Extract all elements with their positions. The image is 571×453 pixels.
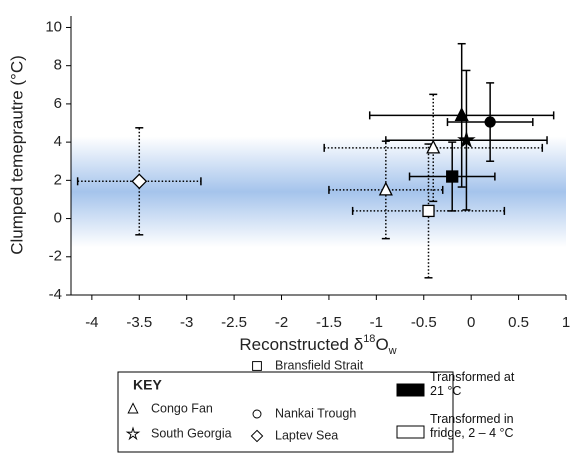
- point: [457, 130, 476, 149]
- x-tick-label: 1: [562, 314, 570, 331]
- legend-marker: [127, 402, 139, 414]
- x-tick-label: -2: [275, 314, 288, 331]
- legend-label: Transformed at 21 °C: [430, 370, 515, 398]
- x-label-text: Reconstructed δ: [239, 335, 363, 354]
- legend-marker: [252, 361, 262, 371]
- legend-label: Bransfield Strait: [275, 358, 364, 372]
- legend-label: Nankai Trough: [275, 406, 356, 420]
- x-tick-label: -2.5: [221, 314, 247, 331]
- x-tick-label: -3: [180, 314, 193, 331]
- x-axis-label: Reconstructed δ18Ow: [239, 333, 396, 357]
- y-tick-label: -4: [49, 286, 62, 303]
- x-tick-label: 0: [467, 314, 475, 331]
- x-label-text: O: [375, 335, 388, 354]
- x-tick-label: 0.5: [508, 314, 529, 331]
- x-tick-label: -1.5: [316, 314, 342, 331]
- point: [454, 106, 469, 122]
- legend-marker: [252, 409, 262, 419]
- y-tick-label: 2: [54, 171, 62, 188]
- point: [484, 116, 496, 128]
- y-axis-label: Clumped temeprautre (°C): [7, 55, 26, 255]
- legend-marker: [125, 426, 141, 441]
- point: [378, 181, 393, 196]
- y-tick-label: 0: [54, 210, 62, 227]
- point: [131, 173, 148, 190]
- legend-label: Transformed in fridge, 2 – 4 °C: [430, 412, 514, 440]
- x-label-sub: w: [388, 345, 397, 357]
- key-title: KEY: [133, 377, 162, 393]
- x-tick-label: -3.5: [126, 314, 152, 331]
- y-tick-label: -2: [49, 248, 62, 265]
- x-tick-label: -1: [370, 314, 383, 331]
- point: [426, 139, 441, 154]
- point: [422, 204, 435, 218]
- legend-swatch: [396, 425, 425, 439]
- legend-label-box: Transformed in fridge, 2 – 4 °C: [430, 412, 514, 440]
- x-tick-label: -0.5: [411, 314, 437, 331]
- legend-swatch: [396, 383, 425, 397]
- reference-band: [71, 136, 566, 248]
- legend-label: Laptev Sea: [275, 428, 338, 442]
- legend-label: Congo Fan: [151, 401, 213, 415]
- x-label-sup: 18: [363, 333, 375, 345]
- y-tick-label: 8: [54, 57, 62, 74]
- y-tick-label: 4: [54, 133, 62, 150]
- point: [446, 170, 459, 183]
- legend-label-box: Transformed at 21 °C: [430, 370, 515, 398]
- legend-label: South Georgia: [151, 426, 232, 440]
- y-tick-label: 6: [54, 95, 62, 112]
- legend-marker: [250, 429, 264, 443]
- x-tick-label: -4: [85, 314, 98, 331]
- y-tick-label: 10: [45, 18, 62, 35]
